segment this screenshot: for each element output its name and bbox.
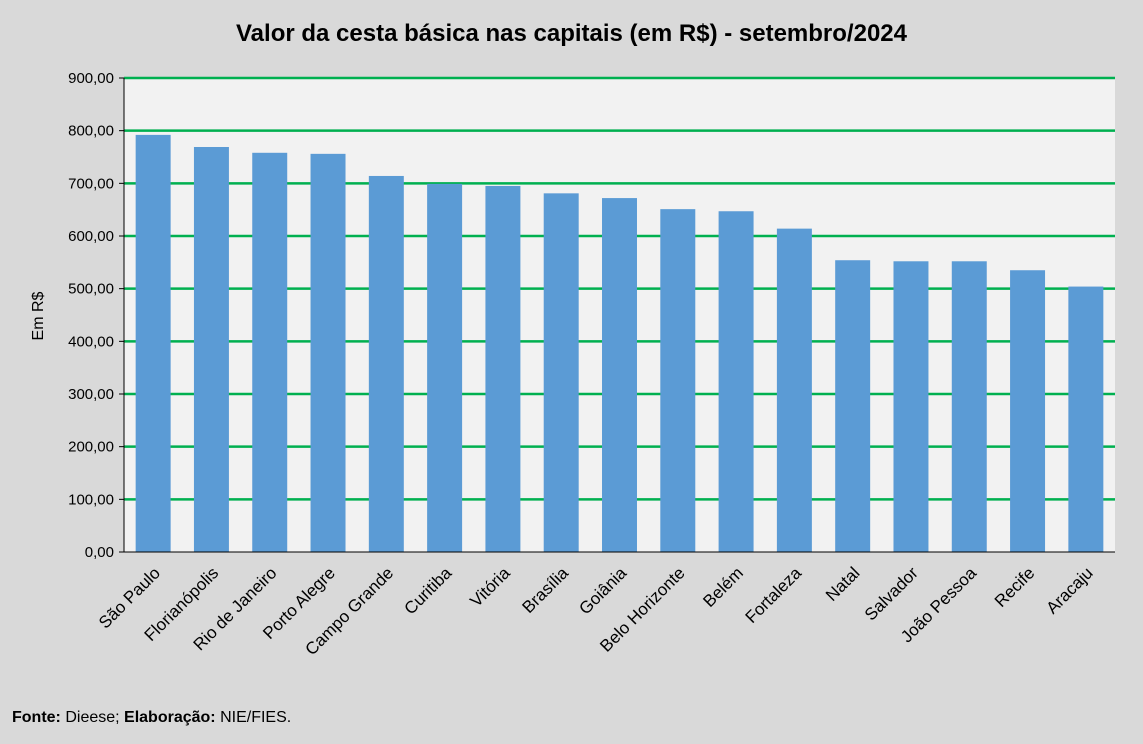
source-note: Fonte: Dieese; Elaboração: NIE/FIES. <box>12 709 291 727</box>
y-tick-label: 500,00 <box>68 281 114 298</box>
bar <box>660 209 696 552</box>
bar <box>368 175 404 552</box>
y-tick-label: 0,00 <box>85 544 114 561</box>
x-tick-label: Fortaleza <box>742 563 806 627</box>
y-axis-label: Em R$ <box>30 291 47 340</box>
bar <box>1010 270 1046 552</box>
bar <box>835 260 871 552</box>
y-tick-label: 300,00 <box>68 386 114 403</box>
bar <box>951 261 987 552</box>
bar <box>718 211 754 552</box>
x-tick-label: Goiânia <box>575 563 630 618</box>
elaboration-label: Elaboração: <box>124 709 216 726</box>
bar <box>602 198 637 552</box>
x-tick-label: Belém <box>699 563 747 611</box>
y-tick-labels: 0,00 100,00 200,00 300,00 400,00 500,00 600,00… <box>68 70 114 561</box>
bar <box>135 134 171 552</box>
source-label: Fonte: <box>12 709 61 726</box>
bar <box>893 261 929 552</box>
x-tick-label: Natal <box>822 563 863 604</box>
bar <box>1068 286 1104 552</box>
source-value: Dieese; <box>65 709 120 726</box>
y-tick-label: 200,00 <box>68 439 114 456</box>
bar <box>252 152 288 552</box>
bar <box>193 146 229 552</box>
bar <box>427 183 463 553</box>
x-tick-label: Aracaju <box>1042 563 1096 617</box>
y-tick-label: 400,00 <box>68 333 114 350</box>
y-tick-label: 600,00 <box>68 228 114 245</box>
bars <box>135 134 1104 553</box>
chart-title: Valor da cesta básica nas capitais (em R… <box>236 20 907 47</box>
elaboration-value: NIE/FIES. <box>220 709 292 726</box>
x-tick-label: Vitória <box>466 563 514 611</box>
x-tick-label: Recife <box>991 563 1039 611</box>
x-tick-label: Curitiba <box>401 563 456 618</box>
axes <box>123 78 1115 553</box>
x-tick-label: Brasília <box>519 563 573 617</box>
y-tick-label: 700,00 <box>68 175 114 192</box>
x-tick-label: Salvador <box>861 563 922 624</box>
bar <box>776 228 812 553</box>
y-tick-label: 900,00 <box>68 70 114 87</box>
bar <box>543 193 579 552</box>
bar <box>485 185 521 552</box>
bar <box>310 153 346 552</box>
y-tick-label: 800,00 <box>68 123 114 140</box>
y-tick-label: 100,00 <box>68 491 114 508</box>
